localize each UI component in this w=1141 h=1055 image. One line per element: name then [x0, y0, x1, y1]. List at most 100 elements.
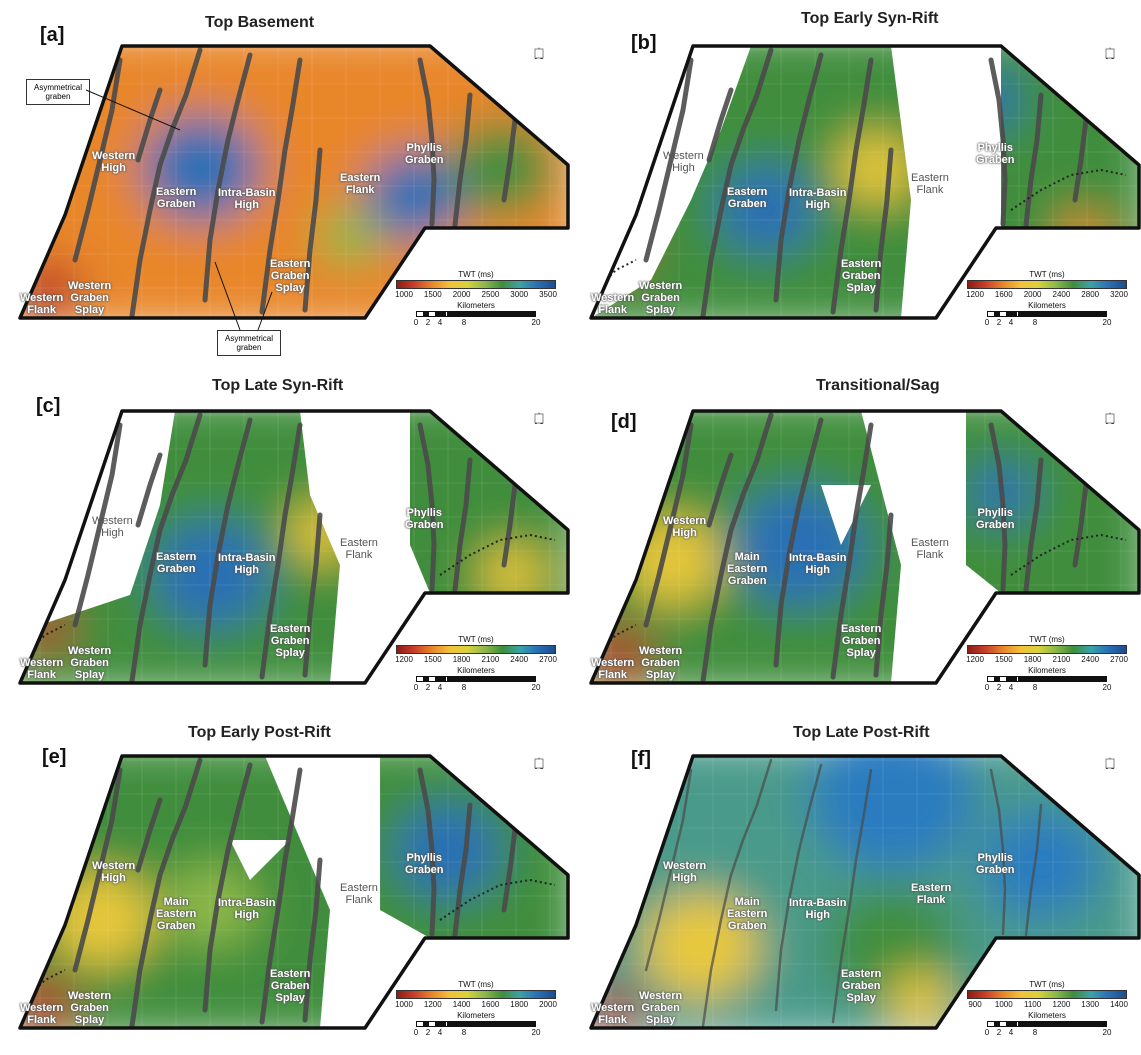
legend-tick: 1400: [1110, 1000, 1128, 1009]
map-label-eastern-graben-splay: Eastern Graben Splay: [270, 258, 311, 294]
legend-tick: 3000: [510, 290, 529, 299]
twt-legend: TWT (ms) 1200 1500 1800 2100 2400 2700 Kilomete…: [966, 635, 1128, 692]
legend-color-bar: [396, 990, 556, 999]
legend-ticks: 1200 1500 1800 2100 2400 2700: [966, 654, 1128, 664]
north-arrow-icon: N: [1099, 47, 1121, 62]
map-label-intra-basin-high: Intra-Basin High: [218, 897, 276, 921]
map-label-eastern-graben-splay: Eastern Graben Splay: [270, 623, 311, 659]
scale-tick: 20: [531, 1028, 541, 1037]
scale-tick: 20: [1102, 1028, 1112, 1037]
scale-tick: 20: [1102, 318, 1112, 327]
scale-tick: 8: [461, 1028, 467, 1037]
legend-tick: 1000: [994, 1000, 1013, 1009]
legend-color-bar: [967, 645, 1127, 654]
legend-tick: 2700: [539, 655, 557, 664]
map-label-western-flank: Western Flank: [20, 292, 64, 316]
twt-legend: TWT (ms) 1200 1600 2000 2400 2800 3200 Kilomete…: [966, 270, 1128, 327]
legend-tick: 1200: [966, 290, 984, 299]
map-label-western-flank: Western Flank: [591, 1002, 635, 1026]
map-label-phyllis-graben: Phyllis Graben: [976, 507, 1015, 531]
scale-title: Kilometers: [1028, 301, 1066, 310]
legend-tick: 1800: [1023, 655, 1042, 664]
legend-tick: 1100: [1023, 1000, 1042, 1009]
north-arrow-icon: N: [1099, 757, 1121, 772]
legend-tick: 1600: [994, 290, 1013, 299]
map-label-phyllis-graben: Phyllis Graben: [976, 142, 1015, 166]
map-label-western-high: Western High: [92, 150, 136, 174]
scale-title: Kilometers: [457, 666, 495, 675]
legend-tick: 2500: [481, 290, 500, 299]
map-label-eastern-graben-splay: Eastern Graben Splay: [270, 968, 311, 1004]
scale-numbers: 0 2 4 8 20: [985, 317, 1112, 327]
map-label-western-flank: Western Flank: [591, 292, 635, 316]
map-label-intra-basin-high: Intra-Basin High: [218, 552, 276, 576]
scale-numbers: 0 2 4 8 20: [413, 317, 541, 327]
legend-title: TWT (ms): [458, 635, 494, 644]
panel-letter: [e]: [42, 746, 67, 768]
scale-tick: 2: [996, 683, 1002, 692]
legend-tick: 1300: [1081, 1000, 1100, 1009]
scale-bar: [987, 676, 1107, 682]
map-label-phyllis-graben: Phyllis Graben: [405, 507, 444, 531]
map-label-eastern-graben: Eastern Graben: [727, 186, 768, 210]
map-label-western-flank: Western Flank: [20, 657, 64, 681]
scale-tick: 20: [531, 683, 541, 692]
scale-numbers: 0 2 4 8 20: [414, 682, 541, 692]
legend-color-bar: [967, 280, 1127, 289]
panel-top-late-syn-rift: Top Late Syn-Rift [c] Western High Eastern …: [0, 365, 570, 710]
map-label-eastern-flank: Eastern Flank: [340, 882, 378, 906]
panel-top-late-post-rift: Top Late Post-Rift [f] Western High Main Ea…: [571, 710, 1141, 1055]
legend-color-bar: [396, 645, 556, 654]
panel-title: Top Late Syn-Rift: [212, 377, 344, 394]
panel-letter: [c]: [36, 395, 61, 417]
scale-tick: 4: [1008, 683, 1014, 692]
legend-title: TWT (ms): [1029, 635, 1065, 644]
legend-tick: 2400: [1052, 290, 1071, 299]
legend-tick: 1200: [423, 1000, 442, 1009]
legend-tick: 2100: [1052, 655, 1071, 664]
legend-ticks: 1200 1600 2000 2400 2800 3200: [966, 289, 1128, 299]
scale-tick: 8: [1032, 318, 1038, 327]
legend-tick: 2400: [510, 655, 529, 664]
map-label-eastern-graben-splay: Eastern Graben Splay: [841, 623, 882, 659]
panel-letter: [d]: [611, 411, 637, 433]
panel-top-basement: Top Basement [a] Western High Eastern Grabe…: [0, 0, 570, 345]
map-label-western-high: Western High: [663, 515, 707, 539]
map-label-phyllis-graben: Phyllis Graben: [405, 142, 444, 166]
scale-tick: 4: [437, 318, 443, 327]
scale-tick: 0: [413, 318, 419, 327]
map-label-eastern-graben-splay: Eastern Graben Splay: [841, 968, 882, 1004]
legend-tick: 1500: [994, 655, 1013, 664]
panel-letter: [a]: [40, 24, 65, 46]
map-label-eastern-flank: Eastern Flank: [911, 882, 952, 906]
legend-tick: 3500: [539, 290, 557, 299]
panel-top-early-syn-rift: Top Early Syn-Rift [b] Western High Eastern…: [571, 0, 1141, 345]
scale-numbers: 0 2 4 8 20: [414, 1027, 541, 1037]
scale-tick: 20: [531, 318, 541, 327]
scale-tick: 2: [425, 1028, 431, 1037]
map-label-western-graben-splay: Western Graben Splay: [68, 280, 112, 316]
legend-tick: 2700: [1110, 655, 1128, 664]
map-label-western-graben-splay: Western Graben Splay: [639, 645, 683, 681]
map-label-eastern-graben: Main Eastern Graben: [156, 896, 197, 932]
north-arrow-icon: N: [528, 47, 550, 62]
legend-title: TWT (ms): [458, 270, 494, 279]
map-label-western-flank: Western Flank: [591, 657, 635, 681]
legend-tick: 1400: [452, 1000, 471, 1009]
map-label-western-graben-splay: Western Graben Splay: [639, 990, 683, 1026]
scale-numbers: 0 2 4 8 20: [985, 682, 1112, 692]
map-surface: [18, 44, 570, 320]
scale-title: Kilometers: [1028, 1011, 1066, 1020]
legend-tick: 1200: [1052, 1000, 1071, 1009]
scale-tick: 8: [1032, 683, 1038, 692]
legend-ticks: 1000 1200 1400 1600 1800 2000: [395, 999, 557, 1009]
map-label-eastern-graben: Eastern Graben: [156, 186, 197, 210]
legend-tick: 1800: [510, 1000, 529, 1009]
panel-title: Top Early Post-Rift: [188, 724, 331, 741]
panel-top-early-post-rift: Top Early Post-Rift [e] Western High Main E…: [0, 710, 570, 1055]
legend-title: TWT (ms): [1029, 980, 1065, 989]
map-label-eastern-flank: Eastern Flank: [340, 537, 378, 561]
legend-ticks: 1200 1500 1800 2100 2400 2700: [395, 654, 557, 664]
legend-tick: 2400: [1081, 655, 1100, 664]
map-label-eastern-flank: Eastern Flank: [911, 537, 949, 561]
